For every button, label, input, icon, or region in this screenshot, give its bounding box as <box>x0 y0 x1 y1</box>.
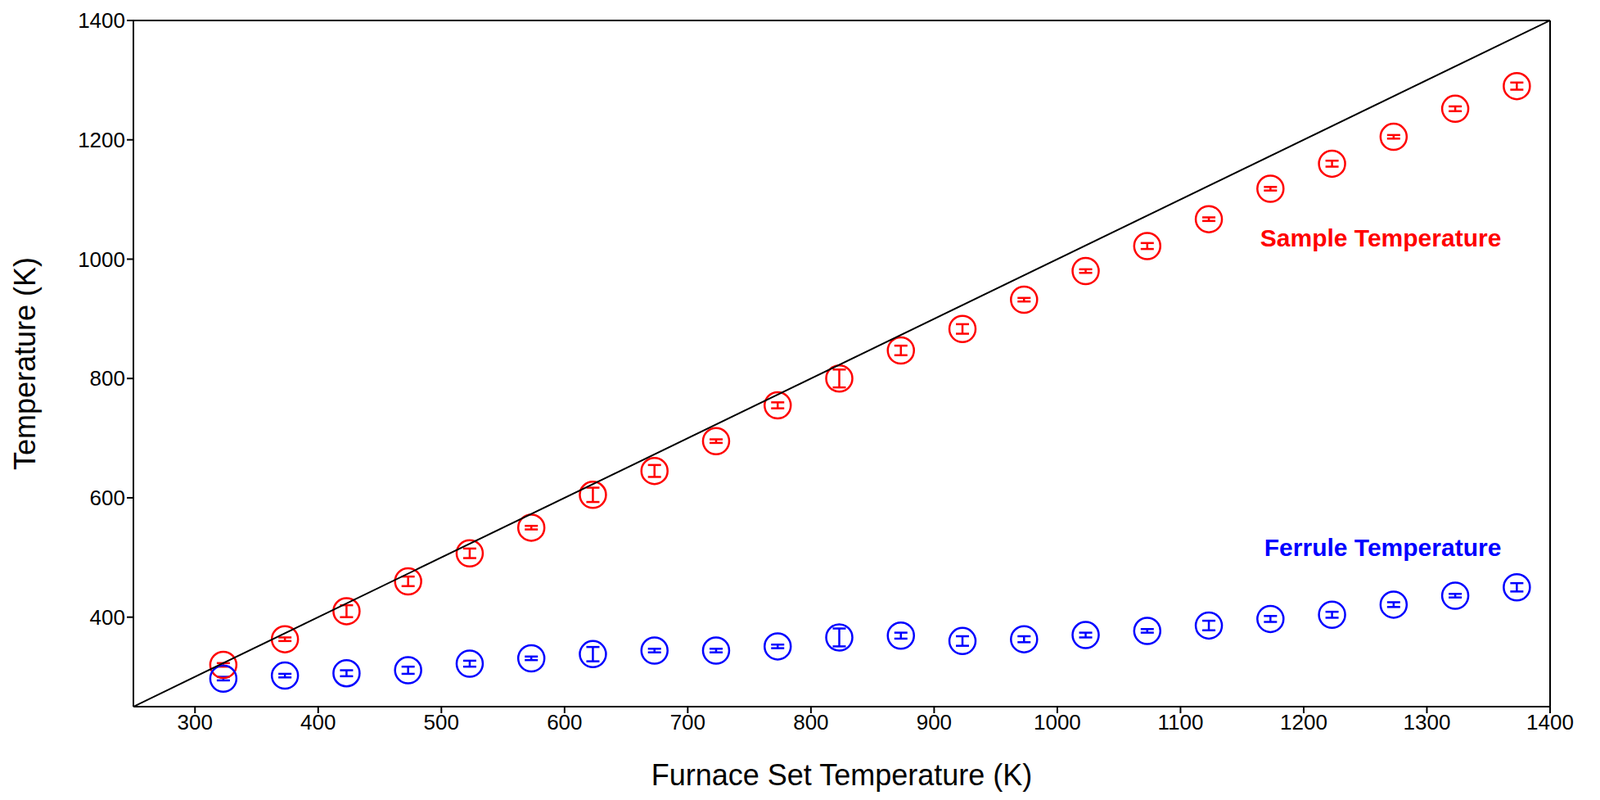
svg-text:600: 600 <box>546 709 582 735</box>
svg-text:Temperature (K): Temperature (K) <box>8 256 42 470</box>
html-text:Sample Temperature: Sample Temperature <box>1260 224 1502 252</box>
svg-text:1100: 1100 <box>1157 709 1204 735</box>
svg-text:1400: 1400 <box>77 8 126 33</box>
svg-text:400: 400 <box>90 604 126 630</box>
svg-text:800: 800 <box>90 365 126 391</box>
svg-text:1000: 1000 <box>77 247 126 272</box>
svg-text:800: 800 <box>793 709 829 735</box>
svg-text:1200: 1200 <box>77 127 126 153</box>
svg-text:1200: 1200 <box>1280 709 1328 735</box>
svg-text:1000: 1000 <box>1033 709 1082 735</box>
svg-text:900: 900 <box>916 709 952 735</box>
svg-text:700: 700 <box>670 709 706 735</box>
svg-text:1400: 1400 <box>1526 709 1574 735</box>
svg-text:400: 400 <box>300 709 336 735</box>
html-text:Ferrule Temperature: Ferrule Temperature <box>1264 533 1502 561</box>
svg-text:Furnace Set Temperature (K): Furnace Set Temperature (K) <box>651 757 1033 792</box>
svg-text:300: 300 <box>177 709 213 735</box>
svg-text:500: 500 <box>423 709 460 735</box>
svg-text:600: 600 <box>90 485 126 510</box>
svg-text:1300: 1300 <box>1403 709 1452 735</box>
